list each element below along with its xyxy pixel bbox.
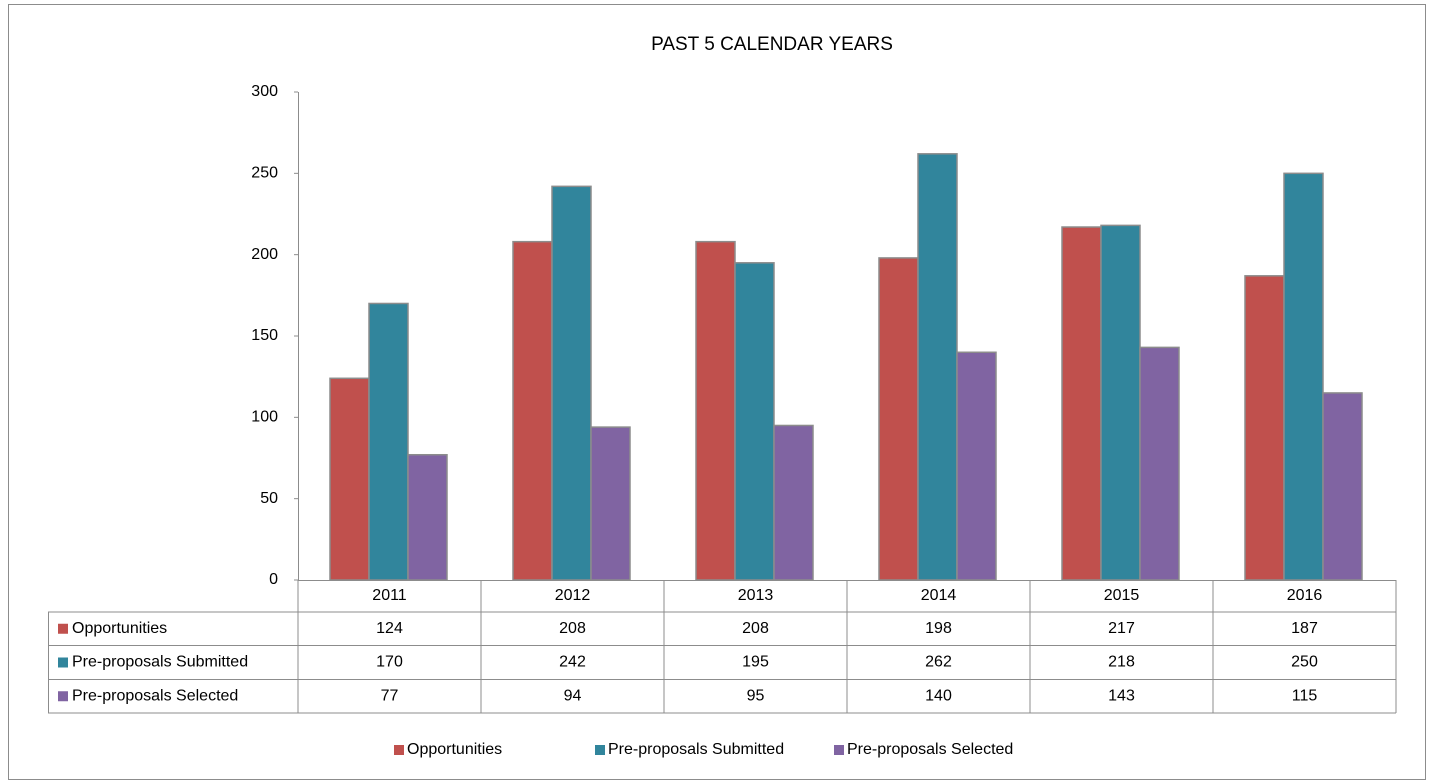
table-cell: 187	[1291, 620, 1318, 637]
table-cell: 95	[747, 687, 765, 704]
bar	[695, 240, 736, 581]
table-cell: 208	[742, 620, 769, 637]
bar	[1139, 346, 1180, 581]
bar	[512, 240, 553, 581]
bar	[407, 453, 448, 581]
table-row-label: Opportunities	[72, 620, 167, 637]
bar	[734, 262, 775, 581]
table-cell: 217	[1108, 620, 1135, 637]
bar	[1061, 226, 1102, 581]
bar	[773, 424, 814, 581]
x-tick-label: 2014	[921, 587, 957, 604]
table-cell: 124	[376, 620, 403, 637]
bar	[329, 377, 370, 581]
table-cell: 77	[381, 687, 399, 704]
legend-key	[394, 745, 404, 755]
table-legend-key	[58, 623, 68, 634]
y-tick-label: 0	[269, 571, 278, 588]
table-cell: 94	[564, 687, 582, 704]
legend-key	[595, 745, 605, 755]
bar	[551, 185, 592, 581]
bar	[1100, 224, 1141, 581]
bar	[1322, 392, 1363, 581]
y-tick-label: 200	[251, 246, 278, 263]
y-tick-label: 150	[251, 327, 278, 344]
table-legend-key	[58, 657, 68, 668]
legend-label: Pre-proposals Submitted	[608, 741, 784, 758]
legend-label: Pre-proposals Selected	[847, 741, 1013, 758]
table-row-label: Pre-proposals Selected	[72, 687, 238, 704]
y-tick-label: 50	[260, 490, 278, 507]
legend-label: Opportunities	[407, 741, 502, 758]
bar	[590, 426, 631, 581]
x-tick-label: 2013	[738, 587, 774, 604]
bar	[878, 257, 919, 581]
x-tick-label: 2016	[1287, 587, 1323, 604]
x-tick-label: 2015	[1104, 587, 1140, 604]
bar	[917, 153, 958, 581]
table-cell: 218	[1108, 654, 1135, 671]
x-tick-label: 2012	[555, 587, 591, 604]
table-cell: 115	[1292, 687, 1318, 704]
table-cell: 250	[1291, 654, 1318, 671]
table-cell: 198	[925, 620, 952, 637]
bar	[1283, 172, 1324, 581]
table-row-label: Pre-proposals Submitted	[72, 654, 248, 671]
table-cell: 170	[376, 654, 403, 671]
y-tick-label: 250	[251, 165, 278, 182]
bar	[1244, 275, 1285, 581]
chart-title: PAST 5 CALENDAR YEARS	[651, 34, 893, 55]
legend-key	[834, 745, 844, 755]
table-cell: 208	[559, 620, 586, 637]
table-cell: 242	[559, 654, 586, 671]
table-legend-key	[58, 691, 68, 702]
table-cell: 195	[742, 654, 769, 671]
bar	[956, 351, 997, 581]
bar	[368, 302, 409, 581]
table-cell: 262	[925, 654, 952, 671]
table-cell: 143	[1108, 687, 1135, 704]
y-tick-label: 300	[251, 83, 278, 100]
x-tick-label: 2011	[372, 587, 407, 604]
table-cell: 140	[925, 687, 952, 704]
y-tick-label: 100	[251, 409, 278, 426]
